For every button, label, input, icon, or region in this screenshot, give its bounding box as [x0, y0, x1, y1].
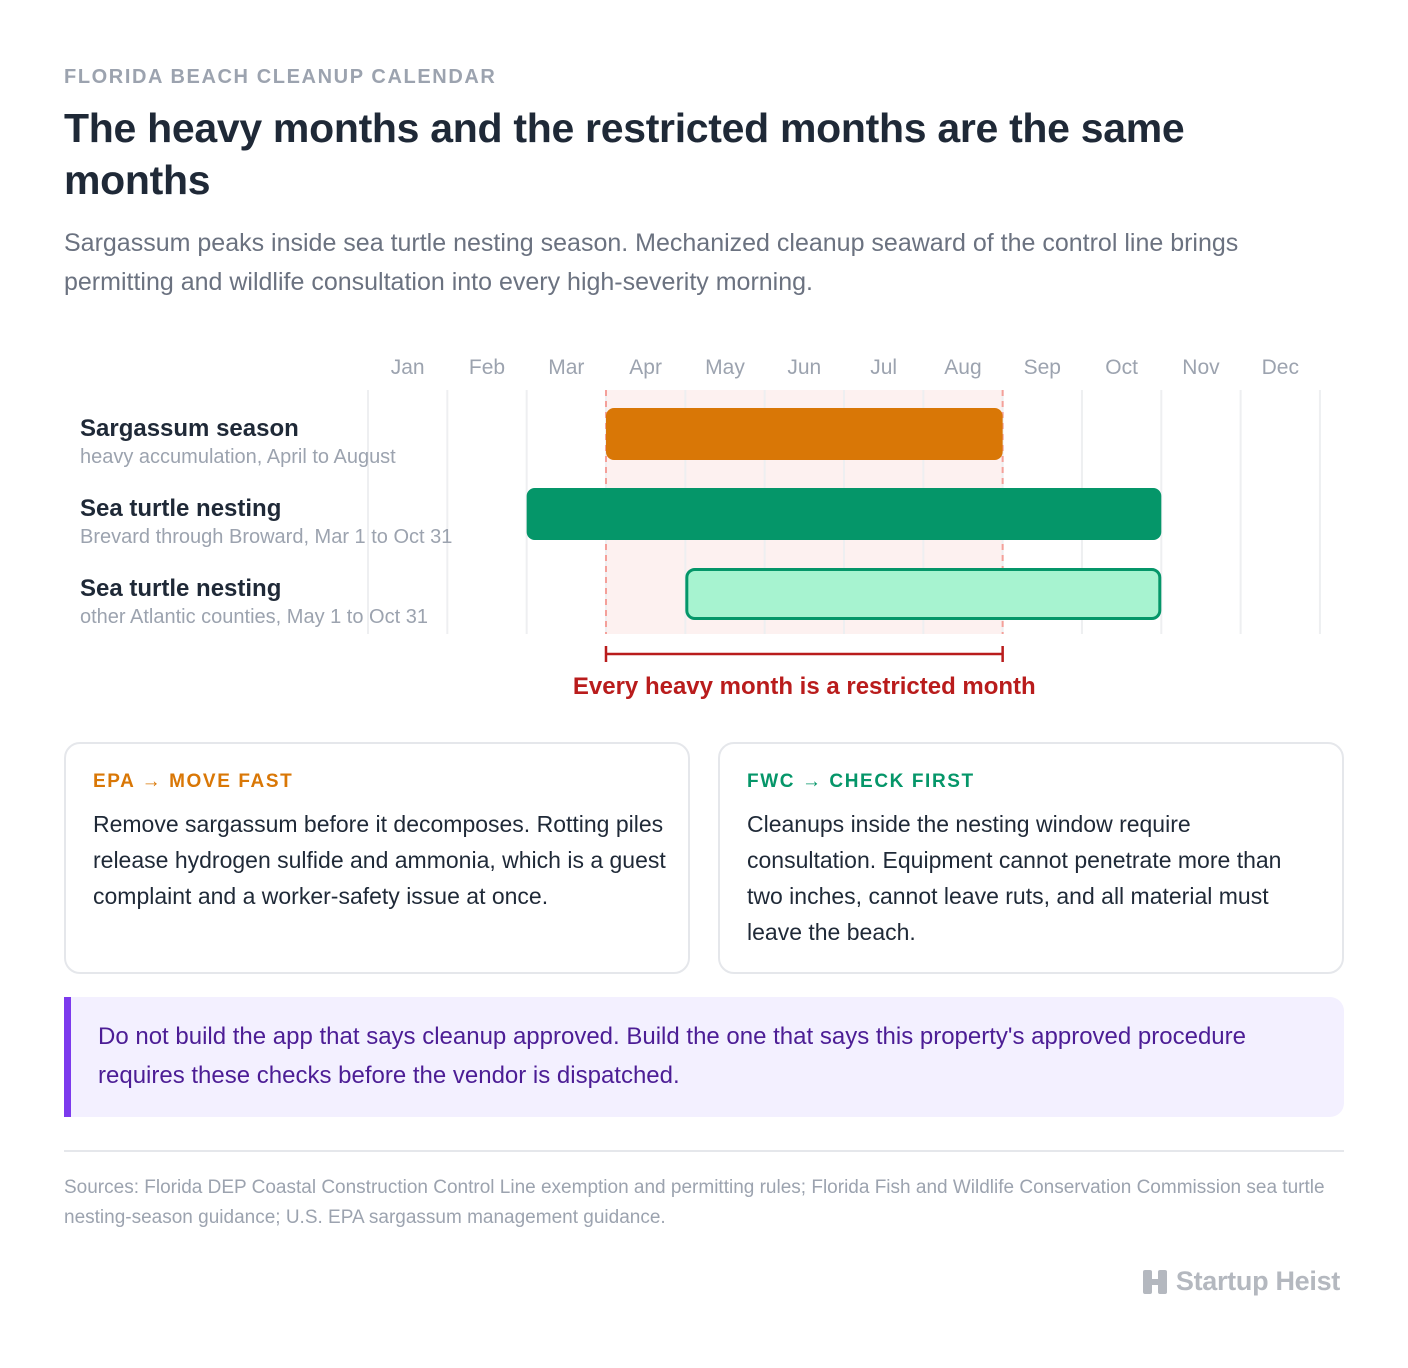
bar-nesting-primary	[527, 488, 1162, 540]
month-label: Jun	[787, 356, 821, 379]
fwc-card-kicker: FWC → CHECK FIRST	[747, 771, 975, 793]
month-label: May	[705, 356, 745, 379]
row-sublabel: heavy accumulation, April to August	[80, 446, 396, 468]
row-label: Sea turtle nesting	[80, 495, 281, 522]
h-block-icon	[1142, 1269, 1168, 1295]
epa-card-body: Remove sargassum before it decomposes. R…	[93, 806, 668, 914]
gantt-chart: Jan Feb Mar Apr May Jun Jul Aug Sep Oct Nov Dec Sarg…	[0, 330, 1408, 720]
page-subtitle: Sargassum peaks inside sea turtle nestin…	[64, 224, 1354, 302]
brand-name: Startup Heist	[1176, 1266, 1340, 1297]
month-label: Sep	[1024, 356, 1061, 379]
fwc-card-body: Cleanups inside the nesting window requi…	[747, 806, 1322, 950]
callout-text: Do not build the app that says cleanup a…	[98, 1017, 1308, 1095]
month-label: Jul	[870, 356, 897, 379]
month-label: Mar	[548, 356, 584, 379]
callout-box: Do not build the app that says cleanup a…	[64, 997, 1344, 1117]
divider	[64, 1150, 1344, 1152]
sources-note: Sources: Florida DEP Coastal Constructio…	[64, 1173, 1334, 1233]
month-label: Aug	[944, 356, 981, 379]
epa-card-kicker: EPA → MOVE FAST	[93, 771, 293, 793]
row-label: Sea turtle nesting	[80, 575, 281, 602]
brand: Startup Heist	[1142, 1266, 1340, 1297]
month-label: Nov	[1182, 356, 1220, 379]
overlap-label: Every heavy month is a restricted month	[573, 673, 1036, 700]
month-label: Jan	[391, 356, 425, 379]
month-label: Feb	[469, 356, 505, 379]
page-title: The heavy months and the restricted mont…	[64, 102, 1324, 206]
eyebrow: FLORIDA BEACH CLEANUP CALENDAR	[64, 66, 496, 89]
month-label: Apr	[629, 356, 662, 379]
epa-card: EPA → MOVE FAST Remove sargassum before …	[64, 742, 690, 974]
fwc-card: FWC → CHECK FIRST Cleanups inside the ne…	[718, 742, 1344, 974]
bar-sargassum	[606, 408, 1003, 460]
bar-nesting-secondary	[687, 570, 1160, 619]
month-label: Dec	[1262, 356, 1299, 379]
row-label: Sargassum season	[80, 415, 299, 442]
row-sublabel: Brevard through Broward, Mar 1 to Oct 31	[80, 526, 452, 548]
month-label: Oct	[1105, 356, 1138, 379]
row-sublabel: other Atlantic counties, May 1 to Oct 31	[80, 606, 428, 628]
